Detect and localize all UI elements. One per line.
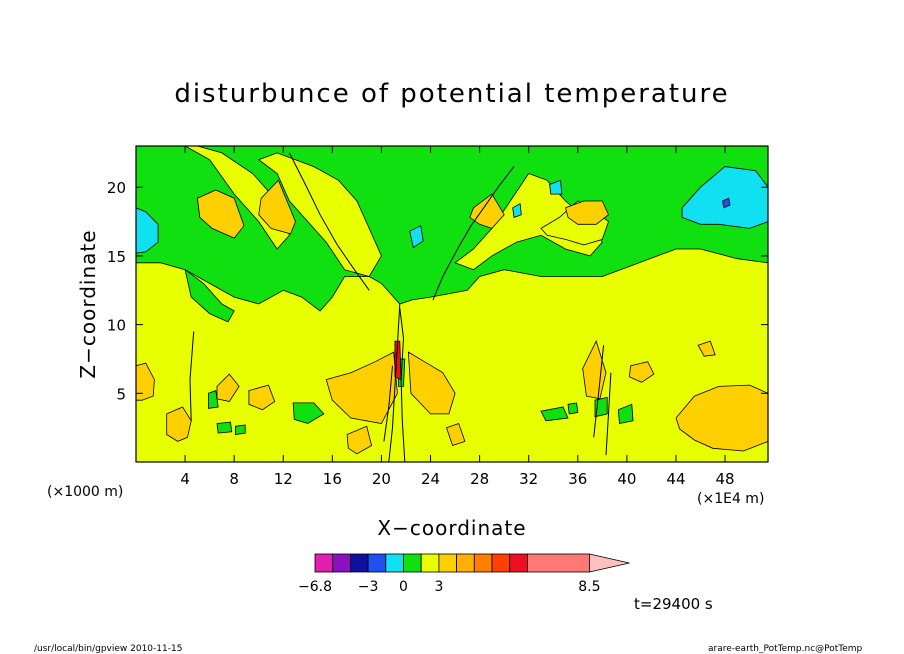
contour-line-2 [388, 303, 401, 462]
colorbar-swatch [509, 553, 528, 573]
x-tick-label: 8 [229, 470, 239, 488]
contour-line-6 [189, 331, 195, 421]
colorbar-swatch [473, 553, 493, 573]
contour-region-orange-20 [325, 351, 398, 424]
x-tick-label: 48 [716, 470, 735, 488]
colorbar-swatch [403, 553, 422, 573]
contour-lines [189, 152, 612, 462]
contour-region-orange-22 [407, 351, 456, 415]
x-tick-label: 36 [568, 470, 587, 488]
y-tick-label: 15 [107, 248, 126, 266]
y-axis-label: Z−coordinate [76, 229, 100, 378]
contour-region-cyan-8 [409, 225, 424, 249]
x-tick-label: 44 [666, 470, 685, 488]
contour-region-yellow-2 [184, 146, 290, 250]
x-tick-label: 20 [372, 470, 391, 488]
colorbar: −6.8 −3 0 3 8.5 [298, 553, 630, 595]
footer-left: /usr/local/bin/gpview 2010-11-15 [34, 644, 182, 654]
colorbar-swatch [332, 553, 351, 573]
colorbar-swatch [367, 553, 387, 573]
contour-region-orange-21 [346, 425, 373, 455]
contour-region-blue-11 [722, 197, 731, 209]
chart-title: disturbunce of potential temperature [174, 79, 729, 109]
colorbar-swatch [438, 553, 457, 573]
contour-region-orange-26 [675, 384, 768, 452]
contour-region-cyan-6 [681, 166, 768, 229]
contour-region-orange-14 [469, 193, 505, 229]
colorbar-swatch [491, 553, 511, 573]
x-units-left: (×1000 m) [47, 484, 123, 500]
contour-region-green-34 [234, 424, 246, 435]
footer-right: arare-earth_PotTemp.nc@PotTemp [708, 644, 863, 654]
x-units-right: (×1E4 m) [697, 491, 764, 507]
contour-region-orange-25 [628, 361, 655, 383]
contour-region-orange-24 [582, 340, 607, 400]
x-tick-label: 40 [617, 470, 636, 488]
contour-region-orange-23 [445, 422, 466, 447]
colorbar-tick-label: −3 [358, 579, 379, 595]
colorbar-tick-label: −6.8 [298, 579, 332, 595]
contour-region-orange-15 [565, 200, 609, 225]
contour-region-orange-19 [248, 384, 276, 411]
x-tick-label: 24 [421, 470, 440, 488]
colorbar-tick-label: 3 [434, 579, 443, 595]
y-tick-label: 20 [107, 179, 126, 197]
contour-region-green-28 [292, 402, 325, 424]
contour-line-4 [383, 365, 393, 442]
x-axis-label: X−coordinate [377, 516, 526, 540]
contour-line-1 [288, 152, 370, 291]
x-axis-ticks: 4 8 12 16 20 24 28 32 36 40 44 48 [180, 146, 735, 488]
y-tick-label: 5 [116, 385, 126, 403]
colorbar-swatch [314, 553, 334, 573]
colorbar-swatch [385, 553, 404, 573]
contour-line-0 [432, 166, 515, 301]
x-tick-label: 28 [470, 470, 489, 488]
time-label: t=29400 s [634, 595, 713, 613]
colorbar-tick-label: 0 [399, 579, 408, 595]
x-tick-label: 12 [274, 470, 293, 488]
contour-region-orange-27 [697, 340, 716, 357]
contour-region-cyan-9 [512, 203, 522, 218]
colorbar-swatch [349, 553, 369, 573]
colorbar-swatch [456, 553, 475, 573]
x-tick-label: 32 [519, 470, 538, 488]
contour-region-green-1 [184, 268, 235, 323]
contour-region-green-35 [567, 402, 579, 415]
contour-fills [136, 146, 768, 455]
contour-region-orange-16 [136, 362, 155, 401]
contour-region-green-31 [540, 406, 569, 422]
contour-region-green-30 [216, 421, 233, 434]
colorbar-swatch [420, 553, 440, 573]
contour-line-5 [593, 345, 605, 438]
contour-region-green-33 [617, 403, 634, 424]
colorbar-tick-label: 8.5 [578, 579, 600, 595]
y-axis-ticks: 5 10 15 20 [107, 179, 768, 403]
contour-line-7 [605, 372, 612, 456]
plot-frame [135, 145, 769, 463]
contour-line-3 [399, 308, 406, 462]
contour-region-cyan-7 [136, 207, 159, 254]
colorbar-extend-arrow [589, 553, 630, 573]
contour-region-orange-17 [166, 406, 192, 442]
x-tick-label: 4 [180, 470, 190, 488]
x-tick-label: 16 [323, 470, 342, 488]
contour-region-green-29 [207, 390, 219, 409]
contour-region-orange-12 [196, 189, 245, 239]
y-tick-label: 10 [107, 317, 126, 335]
contour-region-orange-13 [258, 179, 296, 235]
colorbar-swatch [527, 553, 590, 573]
contour-region-cyan-10 [549, 179, 563, 195]
